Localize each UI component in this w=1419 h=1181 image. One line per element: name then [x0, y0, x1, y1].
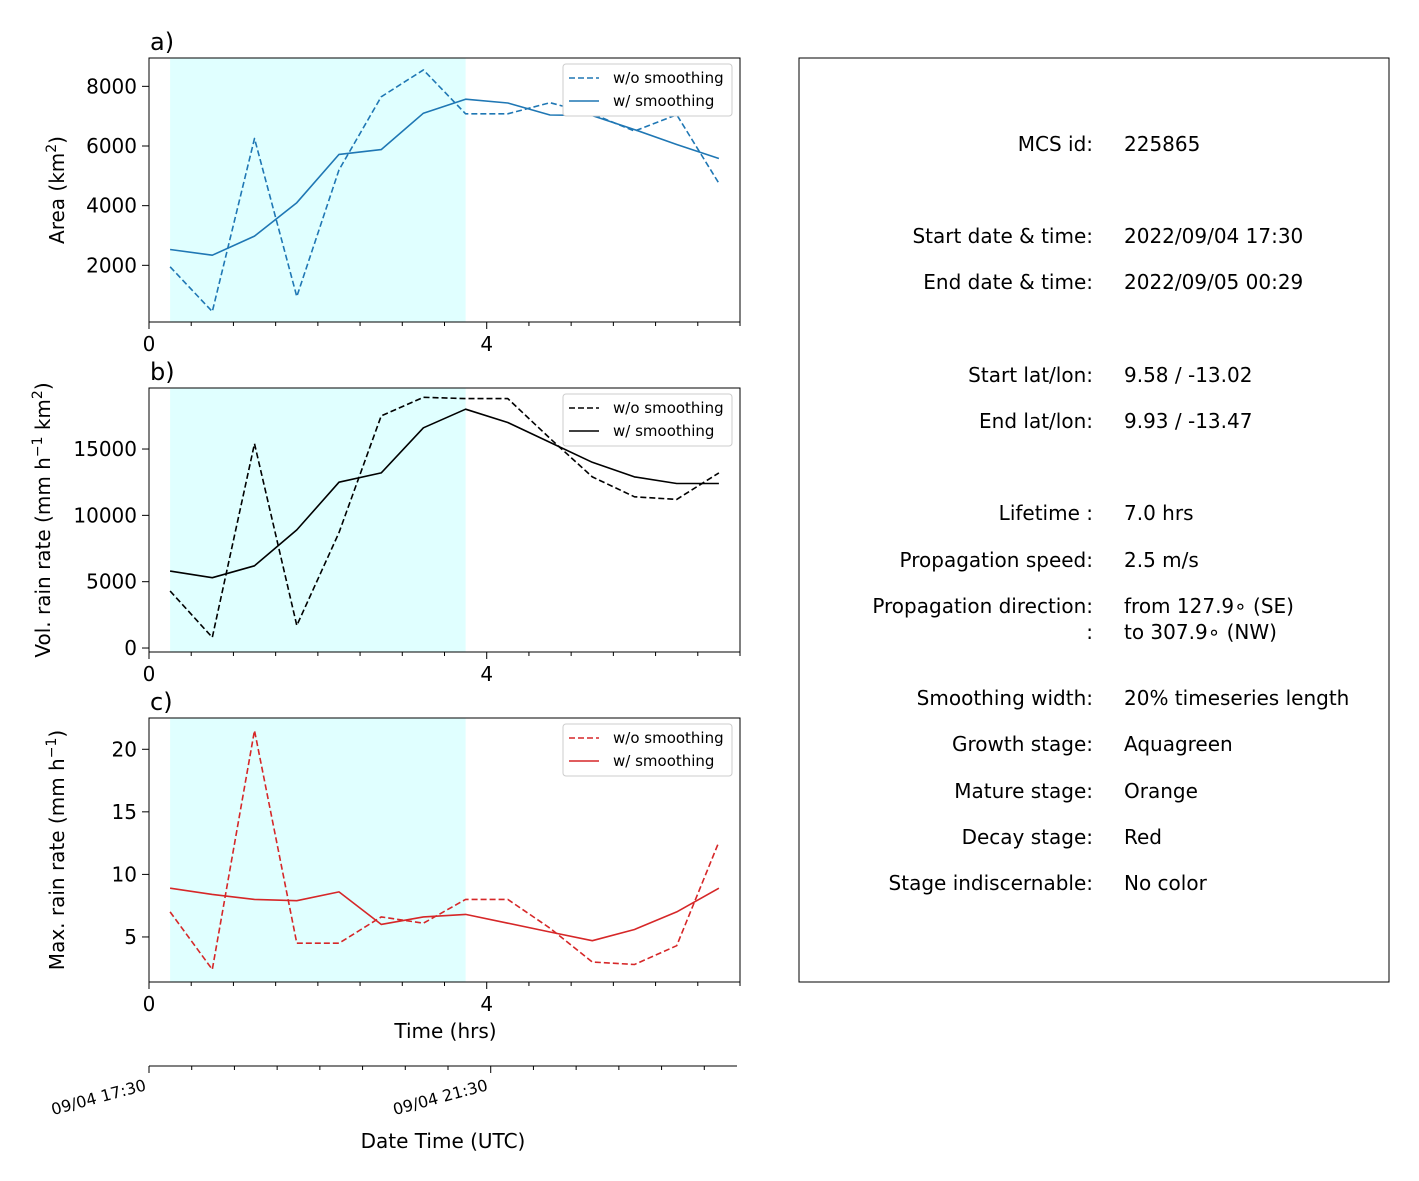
y-label-text: ): [45, 730, 69, 738]
series-line-smoothed: [169, 98, 720, 256]
info-value: 9.58 / -13.02: [1124, 363, 1252, 387]
y-tick-label: 5: [124, 925, 137, 949]
legend-box: [562, 393, 733, 447]
y-tick-label: 15: [112, 800, 137, 824]
info-value: No color: [1124, 871, 1208, 895]
y-tick-label: 6000: [86, 134, 137, 158]
info-value: 225865: [1124, 132, 1200, 156]
info-value: 7.0 hrs: [1124, 501, 1193, 525]
growth-stage-shading: [170, 718, 466, 982]
info-panel: MCS id: 225865 Start date & time: 2022/09/0…: [798, 57, 1390, 983]
info-label: End lat/lon:: [979, 409, 1093, 433]
y-label-superscript: 2: [30, 390, 46, 399]
legend-box: [562, 63, 733, 117]
y-tick-label: 4000: [86, 194, 137, 218]
info-label: Stage indiscernable:: [889, 871, 1093, 895]
y-tick-label: 2000: [86, 253, 137, 277]
series-line-raw: [169, 69, 720, 313]
legend-entry: w/o smoothing: [613, 399, 724, 417]
panel-label: b): [150, 358, 175, 386]
info-label: Decay stage:: [962, 825, 1093, 849]
x-tick-label: 0: [143, 992, 156, 1016]
x-tick-label: 4: [480, 662, 493, 686]
x-tick-label: 4: [480, 992, 493, 1016]
info-value: Orange: [1124, 779, 1198, 803]
x-axis-label: Time (hrs): [393, 1019, 496, 1043]
info-value: 2022/09/04 17:30: [1124, 224, 1303, 248]
legend-entry: w/o smoothing: [613, 729, 724, 747]
series-line-raw: [169, 729, 720, 971]
info-label: MCS id:: [1018, 132, 1093, 156]
legend: w/o smoothing w/ smoothing: [562, 393, 733, 447]
info-label: Lifetime :: [999, 501, 1093, 525]
y-label-superscript: −1: [30, 437, 46, 458]
legend: w/o smoothing w/ smoothing: [562, 63, 733, 117]
info-label: Start lat/lon:: [968, 363, 1093, 387]
datetime-axis: 09/04 17:30 09/04 21:30 Date Time (UTC): [49, 1065, 737, 1153]
info-value: Aquagreen: [1124, 732, 1233, 756]
info-label: Start date & time:: [912, 224, 1093, 248]
series-line-smoothed: [169, 887, 720, 942]
panel-a: 0 4 2000 4000 6000 8000 a) Area (km2) w/o smooth…: [44, 28, 741, 356]
y-axis-label: Area (km2): [44, 136, 69, 244]
y-tick-label: 10000: [73, 503, 137, 527]
info-value: from 127.9∘ (SE): [1124, 594, 1294, 618]
datetime-tick-label: 09/04 17:30: [49, 1076, 148, 1120]
info-label: End date & time:: [923, 270, 1093, 294]
x-tick-label: 4: [480, 332, 493, 356]
y-label-text: km: [31, 399, 55, 436]
info-label: :: [1086, 620, 1093, 644]
y-label-superscript: 2: [44, 144, 60, 153]
info-value: 2022/09/05 00:29: [1124, 270, 1303, 294]
panel-label: a): [150, 28, 174, 56]
growth-stage-shading: [170, 58, 466, 322]
info-label: Propagation direction:: [872, 594, 1093, 618]
info-label: Growth stage:: [952, 732, 1093, 756]
x-tick-label: 0: [143, 662, 156, 686]
legend: w/o smoothing w/ smoothing: [562, 723, 733, 777]
legend-entry: w/ smoothing: [613, 92, 714, 110]
info-value: 2.5 m/s: [1124, 548, 1199, 572]
growth-stage-shading: [170, 388, 466, 652]
series-line-raw: [169, 396, 720, 639]
panel-label: c): [150, 688, 173, 716]
legend-box: [562, 723, 733, 777]
x-tick-label: 0: [143, 332, 156, 356]
y-label-text: Max. rain rate (mm h: [45, 758, 69, 970]
datetime-axis-label: Date Time (UTC): [361, 1129, 526, 1153]
info-label: Mature stage:: [954, 779, 1093, 803]
panel-c: 0 4 5 10 15 20 c) Max. rain rate (mm h−1) Time (…: [44, 688, 741, 1043]
y-tick-label: 20: [112, 737, 137, 761]
y-axis-label: Vol. rain rate (mm h−1 km2): [30, 382, 55, 657]
info-label: Propagation speed:: [900, 548, 1093, 572]
y-label-text: ): [45, 136, 69, 144]
panel-b: 0 4 0 5000 10000 15000 b) Vol. rain rate (mm h−…: [30, 358, 741, 686]
info-label: Smoothing width:: [917, 686, 1093, 710]
info-value: 20% timeseries length: [1124, 686, 1349, 710]
y-tick-label: 10: [112, 862, 137, 886]
y-axis-label: Max. rain rate (mm h−1): [44, 730, 69, 970]
y-tick-label: 8000: [86, 74, 137, 98]
y-label-text: Area (km: [45, 153, 69, 244]
datetime-tick-label: 09/04 21:30: [391, 1076, 490, 1120]
y-tick-label: 0: [124, 636, 137, 660]
info-panel-frame: [798, 57, 1390, 983]
series-line-smoothed: [169, 408, 719, 579]
y-tick-label: 5000: [86, 570, 137, 594]
y-tick-label: 15000: [73, 437, 137, 461]
y-label-text: ): [31, 382, 55, 390]
y-label-superscript: −1: [44, 738, 60, 759]
legend-entry: w/ smoothing: [613, 752, 714, 770]
info-value: 9.93 / -13.47: [1124, 409, 1252, 433]
info-value: to 307.9∘ (NW): [1124, 620, 1277, 644]
info-value: Red: [1124, 825, 1162, 849]
legend-entry: w/o smoothing: [613, 69, 724, 87]
legend-entry: w/ smoothing: [613, 422, 714, 440]
y-label-text: Vol. rain rate (mm h: [31, 457, 55, 658]
